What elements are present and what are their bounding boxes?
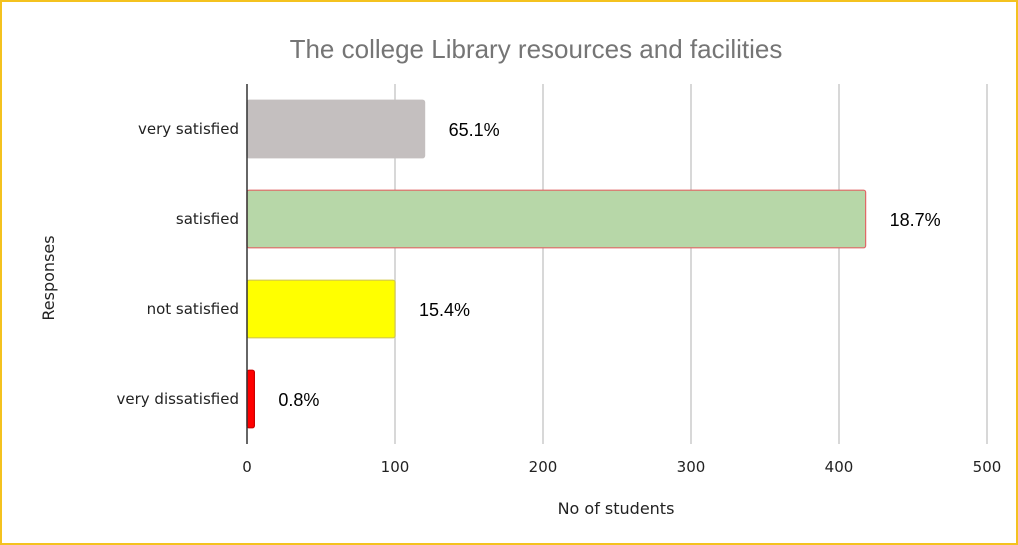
bar [246, 279, 396, 339]
bar [246, 189, 867, 249]
category-labels: very satisfied satisfied not satisfied very… [117, 120, 240, 408]
data-label: 0.8% [278, 390, 319, 410]
x-tick-label: 500 [973, 458, 1002, 476]
x-tick-labels: 0 100 200 300 400 500 [242, 458, 1001, 476]
chart-title: The college Library resources and facili… [290, 34, 783, 64]
category-label: very satisfied [138, 120, 239, 138]
x-tick-label: 0 [242, 458, 252, 476]
gridlines [394, 84, 988, 444]
x-tick-label: 300 [677, 458, 706, 476]
data-label: 18.7% [890, 210, 941, 230]
category-label: very dissatisfied [117, 390, 240, 408]
bar [246, 99, 426, 159]
y-axis-title: Responses [39, 235, 58, 320]
data-label: 65.1% [449, 120, 500, 140]
category-label: not satisfied [147, 300, 239, 318]
x-tick-label: 200 [529, 458, 558, 476]
x-axis-title: No of students [558, 499, 675, 518]
bars [246, 99, 867, 429]
x-tick-label: 400 [825, 458, 854, 476]
x-tick-label: 100 [381, 458, 410, 476]
bar [246, 369, 256, 429]
data-labels: 65.1% 18.7% 15.4% 0.8% [278, 120, 940, 410]
category-label: satisfied [176, 210, 239, 228]
data-label: 15.4% [419, 300, 470, 320]
